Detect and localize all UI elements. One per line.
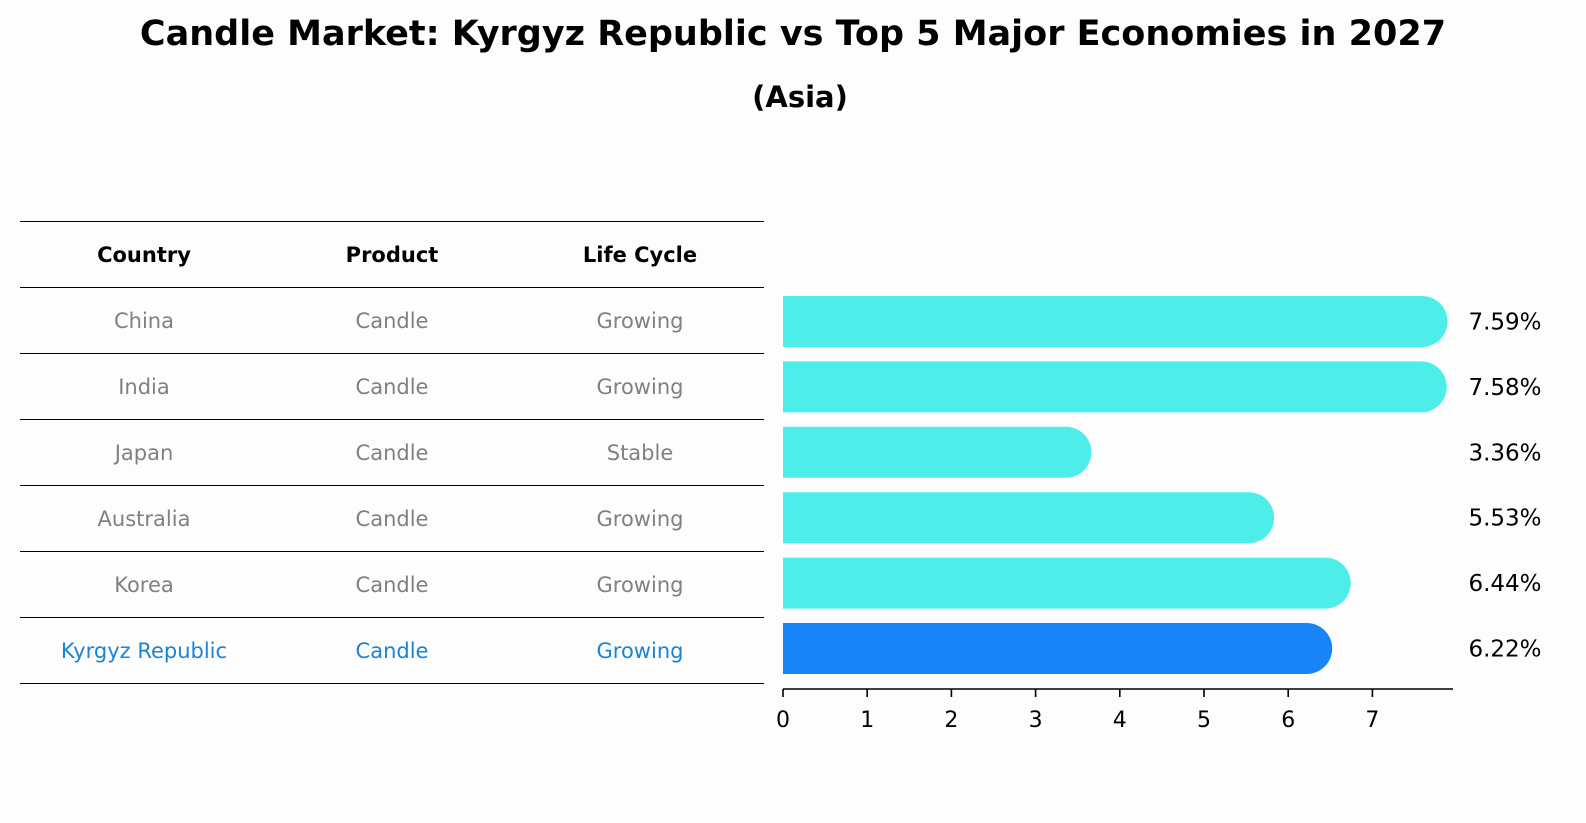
bar-value-label: 7.59% bbox=[1468, 310, 1541, 336]
cell-life-cycle: Stable bbox=[516, 419, 764, 486]
bar-australia bbox=[783, 492, 1275, 544]
cell-product: Candle bbox=[268, 485, 516, 552]
cell-life-cycle: Growing bbox=[516, 551, 764, 618]
bar-china bbox=[783, 296, 1448, 347]
cell-country: Kyrgyz Republic bbox=[20, 617, 268, 684]
header-life-cycle: Life Cycle bbox=[516, 221, 764, 288]
table-row: India Candle Growing bbox=[20, 353, 764, 420]
chart-title: Candle Market: Kyrgyz Republic vs Top 5 … bbox=[139, 14, 1447, 54]
cell-product: Candle bbox=[268, 287, 516, 354]
x-tick-label: 4 bbox=[1113, 708, 1127, 733]
x-tick-label: 7 bbox=[1365, 708, 1379, 733]
x-tick-label: 1 bbox=[860, 708, 874, 733]
bar-value-label: 6.44% bbox=[1468, 571, 1541, 597]
bar-value-label: 6.22% bbox=[1468, 637, 1541, 663]
table-row: Korea Candle Growing bbox=[20, 551, 764, 618]
cell-life-cycle: Growing bbox=[516, 617, 764, 684]
cell-country: China bbox=[20, 287, 268, 354]
table-row: China Candle Growing bbox=[20, 287, 764, 354]
x-tick-label: 3 bbox=[1029, 708, 1043, 733]
bar-japan bbox=[783, 426, 1092, 478]
cell-product: Candle bbox=[268, 551, 516, 618]
cell-country: Japan bbox=[20, 419, 268, 486]
bar-korea bbox=[783, 557, 1351, 609]
x-tick-label: 0 bbox=[776, 708, 790, 733]
cell-product: Candle bbox=[268, 353, 516, 420]
cell-life-cycle: Growing bbox=[516, 485, 764, 552]
bar-india bbox=[783, 361, 1447, 413]
cell-country: India bbox=[20, 353, 268, 420]
cell-life-cycle: Growing bbox=[516, 353, 764, 420]
cell-product: Candle bbox=[268, 617, 516, 684]
header-country: Country bbox=[20, 221, 268, 288]
cell-product: Candle bbox=[268, 419, 516, 486]
x-tick-label: 6 bbox=[1281, 708, 1295, 733]
bar-kyrgyz-republic bbox=[783, 623, 1333, 674]
chart-subtitle: (Asia) bbox=[752, 80, 848, 114]
bar-value-label: 3.36% bbox=[1468, 440, 1541, 466]
x-tick-label: 5 bbox=[1197, 708, 1211, 733]
header-product: Product bbox=[268, 221, 516, 288]
cell-country: Korea bbox=[20, 551, 268, 618]
bar-value-label: 5.53% bbox=[1468, 506, 1541, 532]
x-tick-label: 2 bbox=[944, 708, 958, 733]
table-row-highlight: Kyrgyz Republic Candle Growing bbox=[20, 617, 764, 684]
cell-life-cycle: Growing bbox=[516, 287, 764, 354]
table-row: Australia Candle Growing bbox=[20, 485, 764, 552]
table-header-row: Country Product Life Cycle bbox=[20, 221, 764, 288]
cell-country: Australia bbox=[20, 485, 268, 552]
bar-value-label: 7.58% bbox=[1468, 375, 1541, 401]
table-row: Japan Candle Stable bbox=[20, 419, 764, 486]
data-table: Country Product Life Cycle China Candle … bbox=[20, 221, 764, 684]
